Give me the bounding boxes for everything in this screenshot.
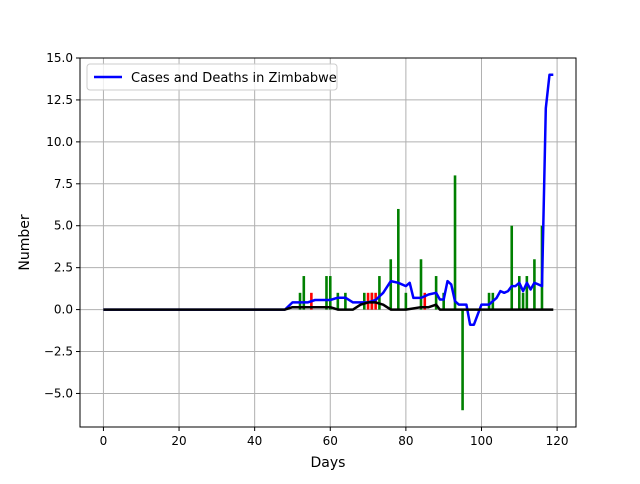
green-bar xyxy=(453,175,457,310)
legend-label: Cases and Deaths in Zimbabwe xyxy=(131,71,337,86)
x-axis-label: Days xyxy=(311,455,346,471)
y-tick-label: 7.5 xyxy=(54,177,73,191)
red-bar xyxy=(423,292,427,310)
green-bar xyxy=(525,276,529,310)
y-tick-label: 10.0 xyxy=(46,135,73,149)
y-tick-label: 12.5 xyxy=(46,93,73,107)
green-bar xyxy=(487,292,491,310)
plot-area-frame xyxy=(79,57,577,428)
line-series xyxy=(103,73,554,326)
green-bar xyxy=(442,292,445,310)
y-axis-label: Number xyxy=(17,214,33,270)
green-bar xyxy=(517,276,521,310)
y-tick-label: −2.5 xyxy=(44,345,73,359)
cases-line xyxy=(103,73,554,326)
x-axis-ticks: 0 20 40 60 80 100 120 xyxy=(100,427,569,448)
x-tick-label: 0 xyxy=(100,434,108,448)
x-tick-label: 40 xyxy=(247,434,262,448)
y-tick-label: 15.0 xyxy=(46,51,73,65)
green-bar xyxy=(389,259,393,310)
deaths-line xyxy=(103,301,554,311)
y-axis-ticks: −5.0 −2.5 0.0 2.5 5.0 7.5 10.0 12.5 15.0 xyxy=(44,51,80,400)
green-bar xyxy=(344,292,347,310)
green-bar xyxy=(302,276,306,310)
green-bar xyxy=(404,292,408,310)
legend: Cases and Deaths in Zimbabwe xyxy=(86,63,338,91)
green-bar xyxy=(461,309,464,411)
y-tick-label: 5.0 xyxy=(54,219,73,233)
green-bar xyxy=(325,276,328,310)
x-tick-label: 20 xyxy=(171,434,186,448)
y-tick-label: 0.0 xyxy=(54,303,73,317)
x-tick-label: 60 xyxy=(323,434,338,448)
green-bar xyxy=(510,225,514,310)
green-bar xyxy=(397,208,400,310)
green-bar xyxy=(328,276,332,310)
y-tick-label: −5.0 xyxy=(44,386,73,400)
y-tick-label: 2.5 xyxy=(54,261,73,275)
green-bar xyxy=(419,259,423,310)
legend-box xyxy=(86,63,338,91)
x-tick-label: 80 xyxy=(398,434,413,448)
green-bar xyxy=(521,292,525,310)
green-bar xyxy=(336,292,340,310)
x-tick-label: 120 xyxy=(546,434,569,448)
x-tick-label: 100 xyxy=(470,434,493,448)
green-bar xyxy=(378,276,381,310)
